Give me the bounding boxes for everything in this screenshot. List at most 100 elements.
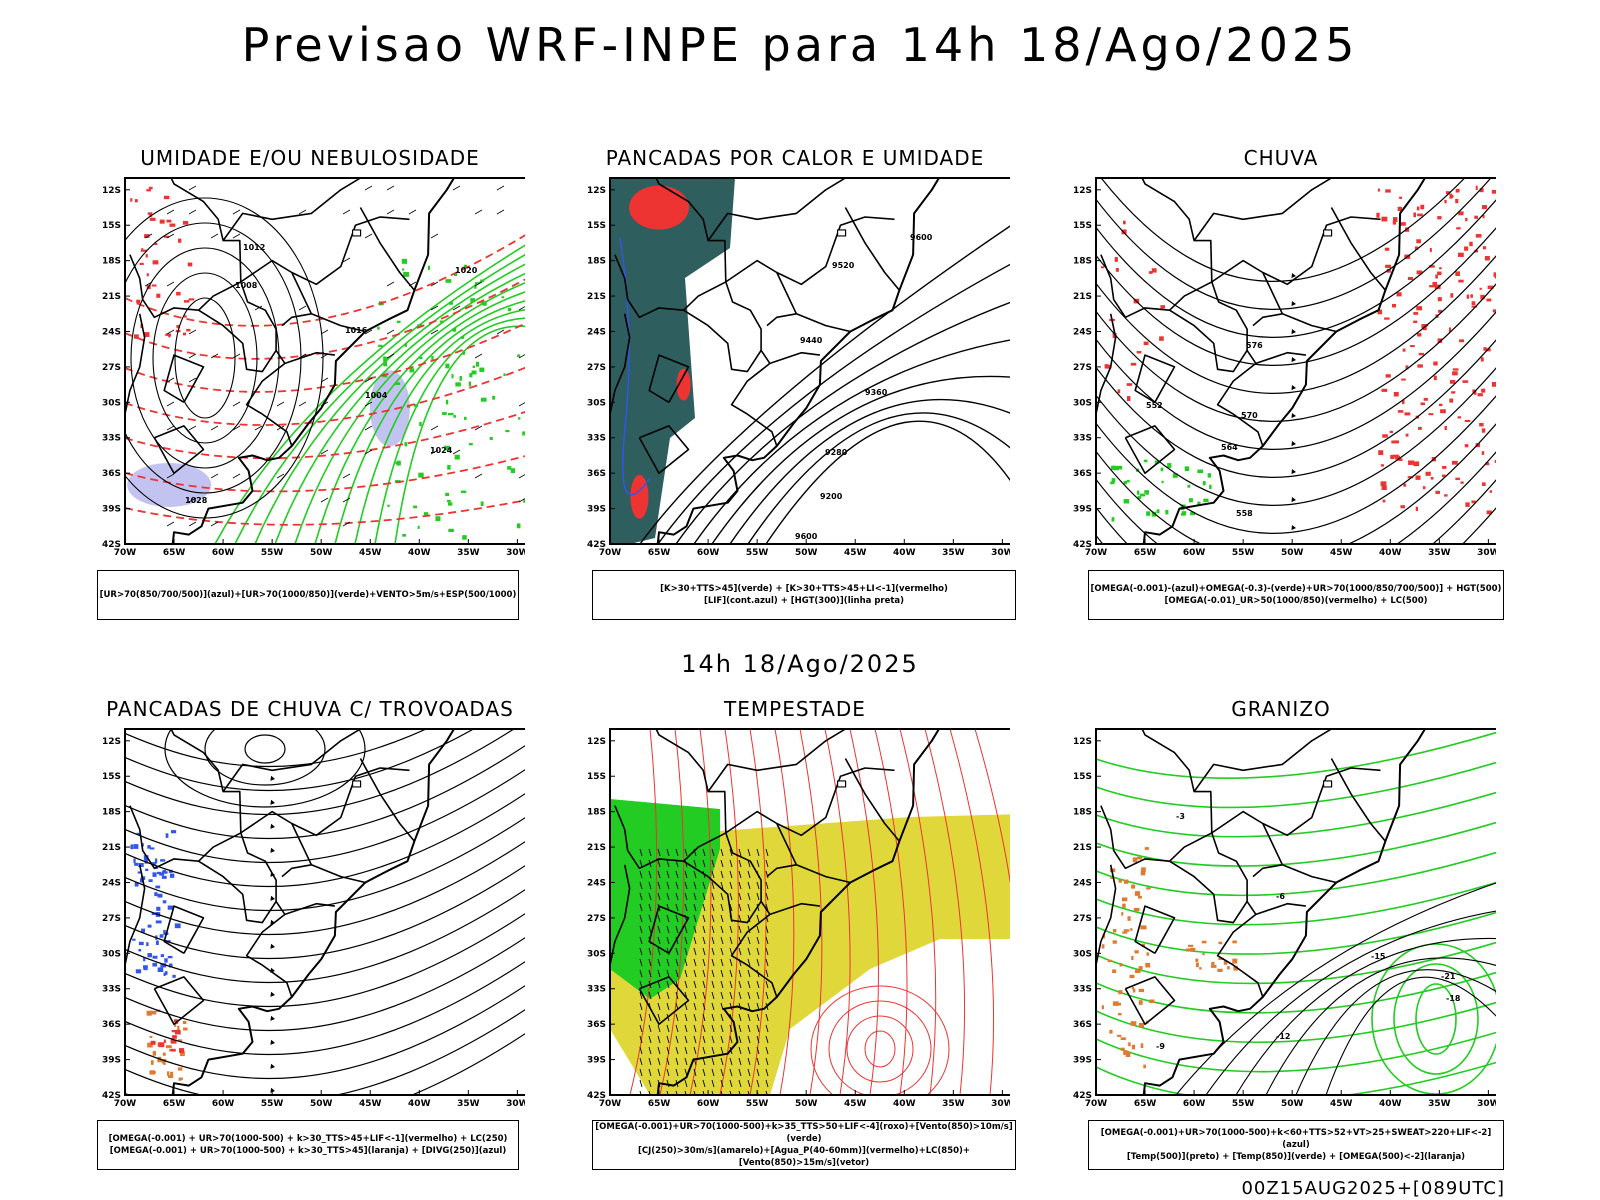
rain-cell [1425,472,1430,476]
lon-tick-label: 45W [844,1099,867,1109]
flow-arrowhead [270,1112,275,1117]
lat-tick-label: 18S [102,257,121,267]
divergence-cell [136,969,141,973]
rain-cell [1385,248,1389,251]
red-dash [134,334,139,338]
rain-cell [1435,491,1440,494]
rain-cell [1408,460,1414,464]
omega-cell [1186,948,1191,951]
green-cell [445,279,451,283]
contour-label: -6 [1276,892,1285,901]
green-cell [469,443,473,445]
lat-tick-label: 36S [102,469,121,479]
lat-tick-label: 24S [1073,327,1092,337]
contour-label: 1004 [365,391,388,400]
divergence-cell [153,956,158,959]
rain-cell [1123,221,1126,225]
rain-cell [1392,304,1396,308]
map-body: 1012100810161020102410281004 [97,176,525,550]
rain-cell [1137,351,1142,353]
lat-tick-label: 21S [1073,843,1092,853]
rain-cell [1401,379,1406,381]
green-cell [451,374,453,378]
green-cell [394,382,400,385]
rain-cell-green [1114,466,1119,470]
rain-cell [1115,257,1118,262]
omega-cell [1188,945,1193,947]
lat-tick-label: 27S [587,363,606,373]
page-title: Previsao WRF-INPE para 14h 18/Ago/2025 [0,18,1600,72]
rain-cell [1429,285,1435,287]
divergence-cell [152,872,156,877]
rain-cell [1393,455,1398,458]
rain-cell [1413,212,1416,217]
omega-cell [1122,932,1127,934]
red-dash [152,284,157,286]
panel-title: PANCADAS DE CHUVA C/ TROVOADAS [95,697,525,721]
omega-cell [1146,887,1151,889]
green-cell [511,468,515,473]
map-body [582,727,1010,1112]
rain-cell [1152,268,1157,272]
green-cell [402,534,406,537]
rain-cell [1495,460,1496,463]
divergence-cell [130,844,133,849]
rain-cell-green [1140,494,1145,497]
rain-cell [1456,227,1460,229]
rain-cell [1159,336,1164,340]
lat-tick-label: 18S [102,808,121,818]
green-cell [481,398,487,402]
red-dash [189,298,195,300]
rain-cell [1486,299,1491,302]
green-cell [442,412,447,415]
green-cell [462,535,467,539]
red-dash [136,300,140,304]
panel-chuva: CHUVA 576 570 564 558 552 12S 15S 18S 21S 24S 27S 3… [1066,146,1496,616]
omega-cell [1135,970,1141,973]
omega-cell [1149,1000,1154,1004]
legend-line: [OMEGA(-0.001)-(azul)+OMEGA(-0.3)-(verde… [1089,583,1503,595]
divergence-cell [175,923,181,928]
panel-title: CHUVA [1066,146,1496,170]
green-cell [522,431,525,435]
omega-cell [1108,960,1113,962]
rain-cell-green [1144,460,1148,462]
map-body: 576570564558552 [1068,176,1496,576]
divergence-cell [134,863,138,866]
rain-cell [1462,380,1468,383]
instability-cell-orange [166,1045,172,1048]
green-cell [447,500,451,502]
lat-tick-label: 30S [1073,398,1092,408]
instability-cell-orange [177,1026,179,1030]
lat-tick-label: 15S [1073,221,1092,231]
omega-cell [1117,1035,1122,1037]
lon-tick-label: 55W [261,1099,284,1109]
lon-tick-label: 40W [1379,548,1402,558]
lon-tick-label: 55W [1232,1099,1255,1109]
lon-tick-label: 45W [359,1099,382,1109]
legend-line: [OMEGA(-0.001)+UR>70(1000-500)+k<60+TTS>… [1089,1127,1503,1151]
legend-line: [UR>70(850/700/500)](azul)+[UR>70(1000/8… [98,589,518,601]
federal-district-marker [353,230,361,236]
rain-cell [1400,505,1405,508]
federal-district-marker [838,230,846,236]
contour-label: 1020 [455,266,478,275]
rain-cell-green [1185,466,1189,471]
omega-cell [1113,929,1116,932]
lat-tick-label: 15S [1073,772,1092,782]
contour-label: 9440 [800,336,823,345]
rain-cell [1382,434,1388,437]
omega-cell [1122,897,1127,901]
lat-tick-label: 39S [1073,1056,1092,1066]
divergence-cell [163,870,167,872]
lon-tick-label: 60W [697,548,720,558]
rain-cell [1437,272,1442,276]
omega-cell [1217,969,1222,972]
green-cell [387,505,389,507]
panel-umidade: UMIDADE E/OU NEBULOSIDADE 1012 1008 1016 10… [95,146,525,616]
rain-cell [1485,256,1490,260]
omega-cell [1121,912,1123,916]
lon-tick-label: 35W [457,548,480,558]
instability-cell-orange [163,1053,166,1056]
omega-cell [1202,941,1207,944]
